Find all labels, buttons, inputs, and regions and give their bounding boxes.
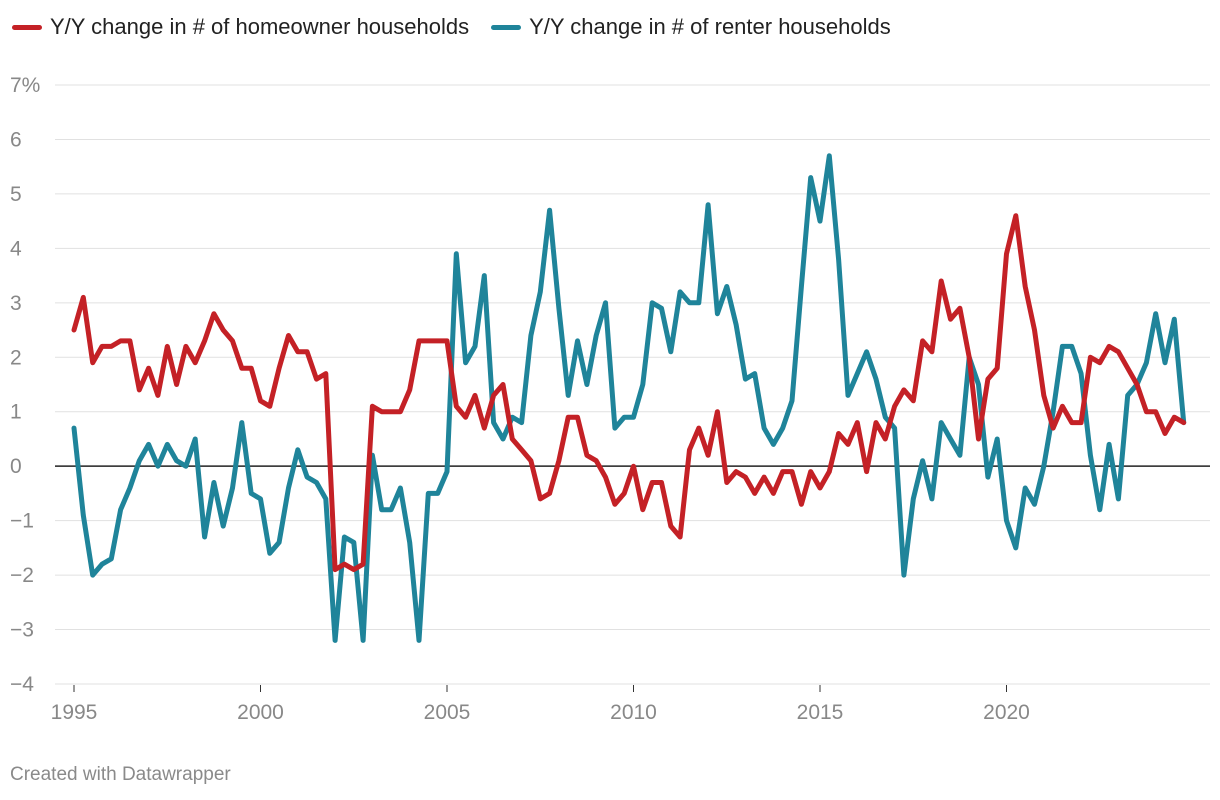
y-tick-label: −3 — [10, 619, 34, 642]
legend-label-renter: Y/Y change in # of renter households — [529, 14, 891, 39]
y-tick-label: 2 — [10, 346, 22, 369]
legend-item-homeowner: Y/Y change in # of homeowner households — [12, 14, 469, 40]
y-tick-label: 3 — [10, 292, 22, 315]
y-tick-label: 1 — [10, 401, 22, 424]
legend-swatch-renter — [491, 24, 522, 30]
series-line-homeowner — [71, 213, 1187, 573]
series-line-renter — [71, 153, 1187, 643]
y-tick-label: −1 — [10, 510, 34, 533]
x-tick-label: 2015 — [797, 701, 844, 724]
y-tick-label: 0 — [10, 455, 22, 478]
y-tick-label: −4 — [10, 673, 34, 696]
legend-item-renter: Y/Y change in # of renter households — [491, 14, 891, 40]
y-tick-label: 5 — [10, 183, 22, 206]
x-tick-label: 2010 — [610, 701, 657, 724]
x-tick-label: 2005 — [424, 701, 471, 724]
y-tick-label: −2 — [10, 564, 34, 587]
y-tick-label: 7% — [10, 74, 40, 97]
legend-label-homeowner: Y/Y change in # of homeowner households — [50, 14, 470, 39]
x-tick-label: 2000 — [237, 701, 284, 724]
legend: Y/Y change in # of homeowner households … — [12, 14, 913, 40]
datawrapper-credit: Created with Datawrapper — [10, 764, 231, 785]
y-tick-label: 4 — [10, 237, 22, 260]
legend-swatch-homeowner — [12, 24, 42, 30]
x-tick-label: 1995 — [51, 701, 98, 724]
x-tick-label: 2020 — [983, 701, 1030, 724]
y-tick-label: 6 — [10, 128, 22, 151]
